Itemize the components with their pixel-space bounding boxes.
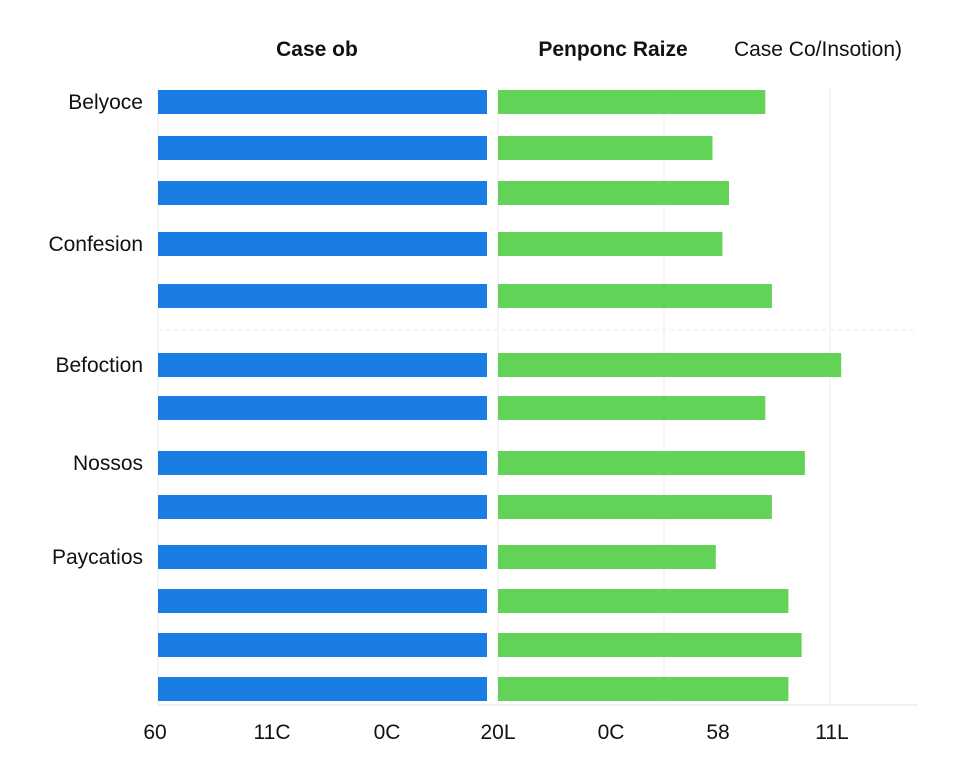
bar-left-series — [158, 451, 487, 475]
bar-right-series — [498, 633, 802, 657]
group-label: Confesion — [48, 233, 143, 256]
x-tick-label: 20L — [480, 721, 515, 744]
bar-left-series — [158, 181, 487, 205]
bar-left-series — [158, 589, 487, 613]
x-tick-label: 0C — [598, 721, 625, 744]
group-label: Belyoce — [68, 91, 143, 114]
bar-left-series — [158, 353, 487, 377]
x-tick-label: 0C — [374, 721, 401, 744]
bar-right-series — [498, 589, 789, 613]
x-tick-label: 60 — [143, 721, 166, 744]
group-label: Befoction — [55, 354, 143, 377]
x-tick-label: 11C — [254, 721, 291, 744]
bars — [158, 90, 842, 701]
bar-left-series — [158, 677, 487, 701]
bar-right-series — [498, 90, 766, 114]
bar-right-series — [498, 495, 772, 519]
x-tick-label: 11L — [815, 721, 848, 744]
bar-left-series — [158, 136, 487, 160]
bar-right-series — [498, 545, 716, 569]
bar-right-series — [498, 396, 766, 420]
right-panel-extra-title: Case Co/Insotion) — [734, 38, 902, 61]
bar-left-series — [158, 90, 487, 114]
bar-left-series — [158, 396, 487, 420]
bar-right-series — [498, 451, 805, 475]
bar-right-series — [498, 136, 713, 160]
bar-left-series — [158, 284, 487, 308]
x-tick-label: 58 — [706, 721, 729, 744]
left-panel-title: Case ob — [276, 38, 358, 61]
bar-right-series — [498, 181, 729, 205]
bar-left-series — [158, 232, 487, 256]
group-label: Nossos — [73, 452, 143, 475]
group-label: Paycatios — [52, 546, 143, 569]
bar-right-series — [498, 677, 789, 701]
bar-right-series — [498, 284, 772, 308]
bar-right-series — [498, 232, 723, 256]
right-panel-title: Penponc Raize — [538, 38, 687, 61]
bar-left-series — [158, 545, 487, 569]
bar-left-series — [158, 633, 487, 657]
bar-right-series — [498, 353, 842, 377]
bar-left-series — [158, 495, 487, 519]
